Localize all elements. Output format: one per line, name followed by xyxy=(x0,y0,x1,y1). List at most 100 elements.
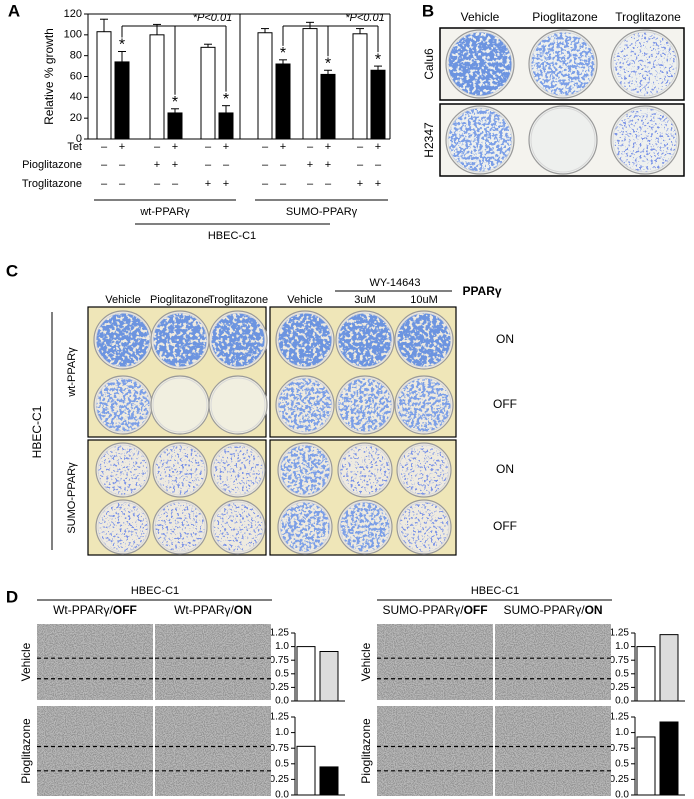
condition-value: – xyxy=(357,159,364,171)
y-tick-label: 40 xyxy=(70,91,82,103)
column-label: Vehicle xyxy=(105,294,140,306)
condition-value: – xyxy=(375,159,382,171)
y-tick-label: 0.75 xyxy=(610,655,630,666)
plate-colonies xyxy=(340,502,390,552)
group-label: SUMO-PPARγ xyxy=(286,206,358,218)
plate-colonies xyxy=(613,32,677,96)
plate-rim xyxy=(337,312,393,368)
row-label: HBEC-C1 xyxy=(30,405,44,458)
micrograph-texture xyxy=(155,706,271,796)
condition-value: + xyxy=(325,141,331,153)
bar xyxy=(200,46,216,140)
condition-name: Tet xyxy=(67,141,82,153)
condition-value: – xyxy=(307,178,314,190)
y-tick-label: 0.75 xyxy=(270,655,290,666)
plate-colonies xyxy=(211,313,265,367)
y-tick-label: 1.25 xyxy=(610,712,630,723)
y-tick-label: 1.25 xyxy=(270,628,290,639)
condition-value: – xyxy=(172,178,179,190)
plate-rim xyxy=(398,444,450,496)
condition-value: – xyxy=(101,159,108,171)
column-label: 3uM xyxy=(354,294,375,306)
plate-colonies xyxy=(155,502,205,552)
plate xyxy=(528,105,598,175)
plate-colonies xyxy=(278,313,332,367)
y-tick-label: 1.0 xyxy=(615,727,629,738)
y-tick-label: 0.0 xyxy=(615,790,629,799)
condition-value: + xyxy=(325,159,331,171)
plate-colonies xyxy=(98,502,148,552)
column-label: Troglitazone xyxy=(208,294,268,306)
row-label: H2347 xyxy=(422,122,436,158)
column-label: Vehicle xyxy=(461,10,500,24)
plate-colonies xyxy=(96,313,150,367)
plate-colonies xyxy=(278,378,332,432)
plate-rim xyxy=(152,312,208,368)
plate-colonies xyxy=(213,502,263,552)
condition-value: + xyxy=(223,141,229,153)
micrograph-texture xyxy=(495,706,611,796)
condition-value: – xyxy=(280,159,287,171)
status-label: ON xyxy=(496,462,514,476)
condition-value: + xyxy=(205,178,211,190)
y-tick-label: 60 xyxy=(70,70,82,82)
micrograph-texture xyxy=(155,624,271,700)
bar xyxy=(218,112,234,140)
condition-value: – xyxy=(280,178,287,190)
condition-value: + xyxy=(154,159,160,171)
column-title: Wt-PPARγ/ON xyxy=(174,603,252,617)
group-label: HBEC-C1 xyxy=(208,230,256,242)
bar xyxy=(370,69,386,140)
condition-value: + xyxy=(119,141,125,153)
condition-value: + xyxy=(280,141,286,153)
column-label: Troglitazone xyxy=(615,10,681,24)
column-status: ON xyxy=(585,603,603,617)
row-label: Pioglitazone xyxy=(19,718,33,784)
status-header: PPARγ xyxy=(462,284,501,298)
y-tick-label: 1.25 xyxy=(270,712,290,723)
cell-line-label: HBEC-C1 xyxy=(471,585,519,597)
y-tick-label: 120 xyxy=(64,8,82,20)
y-tick-label: 1.25 xyxy=(610,628,630,639)
y-tick-label: 0.25 xyxy=(610,682,630,693)
y-tick-label: 0.25 xyxy=(270,682,290,693)
row-label: Pioglitazone xyxy=(359,718,373,784)
plate-colonies xyxy=(613,108,677,172)
plate-rim xyxy=(95,312,151,368)
column-name: SUMO-PPARγ/ xyxy=(382,603,464,617)
y-tick-label: 0.75 xyxy=(270,743,290,754)
bar xyxy=(320,73,336,140)
bar xyxy=(352,33,368,140)
panel-label: C xyxy=(6,261,18,280)
plate-colonies xyxy=(280,502,330,552)
bar xyxy=(302,28,318,140)
y-tick-label: 1.0 xyxy=(275,641,289,652)
plate-colonies xyxy=(98,445,148,495)
condition-name: Pioglitazone xyxy=(22,159,82,171)
significance-star: * xyxy=(119,37,125,54)
status-label: ON xyxy=(496,332,514,346)
y-tick-label: 0.5 xyxy=(615,758,629,769)
y-tick-label: 20 xyxy=(70,112,82,124)
y-tick-label: 0.5 xyxy=(275,758,289,769)
plate-rim xyxy=(154,501,206,553)
condition-value: + xyxy=(375,141,381,153)
plate-rim xyxy=(277,312,333,368)
plate-rim xyxy=(95,377,151,433)
plate-rim xyxy=(210,377,266,433)
y-tick-label: 0.25 xyxy=(610,774,630,785)
plate-colonies xyxy=(397,313,451,367)
plate-rim xyxy=(398,501,450,553)
y-tick-label: 100 xyxy=(64,29,82,41)
panel-label: A xyxy=(8,1,20,20)
condition-value: + xyxy=(172,159,178,171)
row-label: wt-PPARγ xyxy=(66,347,78,398)
condition-value: – xyxy=(205,159,212,171)
treatment-label: WY-14643 xyxy=(370,277,421,289)
condition-value: – xyxy=(262,159,269,171)
plate-colonies xyxy=(399,445,449,495)
panel-label: D xyxy=(6,587,18,606)
condition-value: – xyxy=(154,141,161,153)
condition-value: – xyxy=(307,141,314,153)
